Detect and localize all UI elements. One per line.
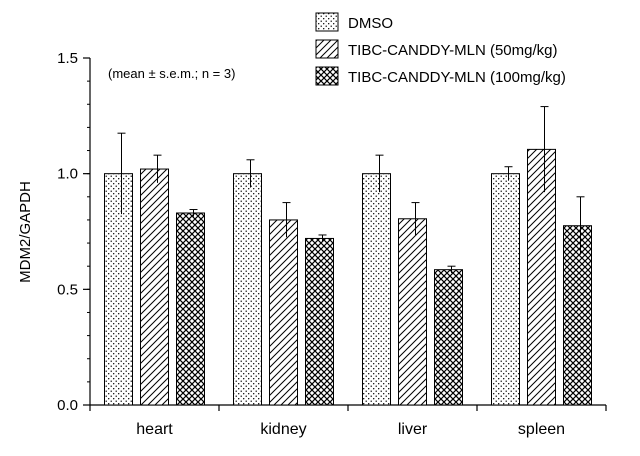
- bar-crosshatch-spleen: [564, 226, 592, 405]
- legend-swatch: [316, 40, 338, 58]
- legend-label: TIBC-CANDDY-MLN (100mg/kg): [348, 69, 566, 86]
- bar-diagonal-liver: [399, 219, 427, 405]
- bar-dots-spleen: [492, 174, 520, 405]
- legend-swatch: [316, 67, 338, 85]
- bar-dots-kidney: [234, 174, 262, 405]
- y-tick-label: 0.0: [57, 397, 78, 414]
- legend-label: TIBC-CANDDY-MLN (50mg/kg): [348, 42, 557, 59]
- x-tick-label-liver: liver: [398, 421, 428, 438]
- bar-dots-heart: [105, 174, 133, 405]
- y-axis-title: MDM2/GAPDH: [17, 181, 34, 283]
- annotation-text: (mean ± s.e.m.; n = 3): [108, 66, 235, 81]
- y-tick-label: 1.0: [57, 166, 78, 183]
- y-tick-label: 1.5: [57, 50, 78, 67]
- legend-item-dots: DMSO: [316, 13, 393, 32]
- legend-item-diagonal: TIBC-CANDDY-MLN (50mg/kg): [316, 40, 557, 59]
- legend-label: DMSO: [348, 15, 393, 32]
- bar-diagonal-spleen: [528, 149, 556, 405]
- bar-diagonal-kidney: [270, 220, 298, 405]
- x-tick-label-kidney: kidney: [260, 421, 306, 438]
- bar-crosshatch-kidney: [306, 238, 334, 405]
- y-tick-label: 0.5: [57, 281, 78, 298]
- bar-dots-liver: [363, 174, 391, 405]
- bar-diagonal-heart: [141, 169, 169, 405]
- legend-item-crosshatch: TIBC-CANDDY-MLN (100mg/kg): [316, 67, 566, 86]
- x-tick-label-heart: heart: [136, 421, 173, 438]
- bar-crosshatch-liver: [435, 270, 463, 405]
- x-tick-label-spleen: spleen: [518, 421, 565, 438]
- bar-crosshatch-heart: [177, 213, 205, 405]
- legend-swatch: [316, 13, 338, 31]
